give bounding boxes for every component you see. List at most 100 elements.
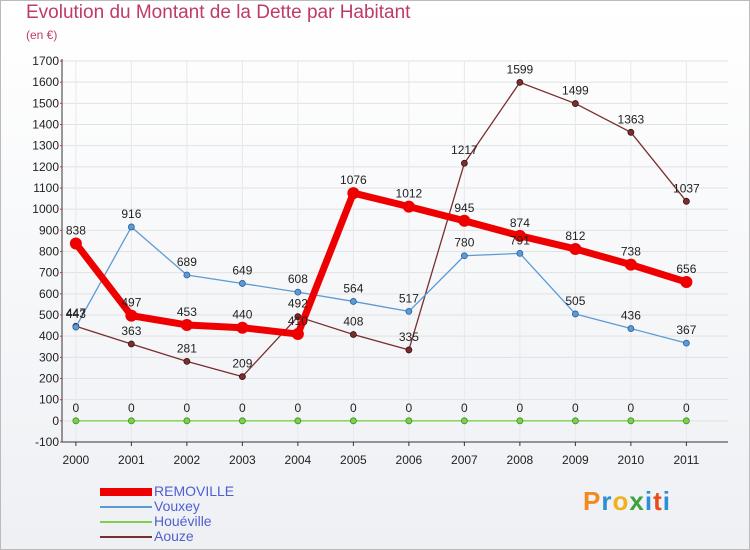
data-label-houeville: 0 — [350, 401, 357, 415]
data-point-houeville — [571, 417, 579, 425]
legend-label-removille: REMOVILLE — [154, 483, 235, 499]
y-tick-label: 100 — [39, 393, 59, 407]
data-point-removille — [236, 321, 249, 334]
logo-letter: i — [662, 486, 671, 516]
x-tick-label: 2004 — [285, 453, 312, 467]
data-point-aouze — [460, 159, 468, 167]
x-tick-label: 2007 — [451, 453, 478, 467]
data-label-aouze: 1217 — [451, 143, 478, 157]
data-point-houeville — [294, 417, 302, 425]
data-point-aouze — [349, 331, 357, 338]
logo-letter: r — [601, 486, 613, 516]
data-label-removille: 453 — [177, 305, 197, 319]
data-label-removille: 1076 — [340, 173, 367, 187]
y-tick-label: 1200 — [32, 160, 59, 174]
data-label-aouze: 335 — [399, 330, 419, 344]
series-line-vouxey — [75, 226, 688, 344]
data-label-aouze: 1363 — [618, 112, 645, 126]
y-tick-label: 1300 — [32, 139, 59, 153]
data-label-houeville: 0 — [406, 401, 413, 415]
data-point-vouxey — [349, 298, 357, 305]
y-tick-label: 700 — [39, 266, 59, 280]
data-point-removille — [180, 318, 193, 331]
y-tick-label: 1100 — [33, 181, 59, 195]
data-point-houeville — [627, 417, 635, 425]
x-tick-label: 2008 — [507, 453, 534, 467]
data-point-vouxey — [127, 223, 135, 231]
logo-letter: t — [653, 486, 663, 516]
data-point-removille — [513, 229, 526, 242]
data-point-vouxey — [294, 288, 302, 296]
data-label-aouze: 1599 — [507, 62, 534, 76]
data-label-houeville: 0 — [239, 401, 246, 415]
x-tick-label: 2003 — [229, 453, 256, 467]
data-label-houeville: 0 — [184, 401, 191, 415]
data-label-aouze: 281 — [177, 341, 197, 355]
data-label-removille: 738 — [621, 245, 641, 259]
x-tick-label: 2009 — [562, 453, 589, 467]
data-point-vouxey — [516, 250, 524, 257]
data-label-removille: 440 — [232, 308, 252, 322]
y-tick-label: 300 — [39, 350, 59, 364]
data-label-vouxey: 564 — [343, 281, 363, 295]
logo-letter: i — [644, 486, 654, 516]
data-point-removille — [291, 328, 304, 341]
data-point-vouxey — [682, 339, 690, 347]
data-point-vouxey — [238, 280, 246, 287]
y-tick-label: 500 — [39, 308, 59, 322]
data-point-aouze — [571, 100, 579, 107]
series-line-aouze — [75, 81, 688, 378]
data-point-removille — [624, 258, 637, 271]
y-tick-label: 200 — [39, 372, 59, 386]
data-label-removille: 945 — [454, 201, 474, 215]
data-point-houeville — [183, 417, 191, 425]
data-label-removille: 656 — [676, 262, 696, 276]
data-label-vouxey: 367 — [676, 323, 696, 337]
logo-letter: P — [583, 486, 602, 516]
data-label-vouxey: 443 — [66, 307, 86, 321]
y-tick-label: 1600 — [32, 75, 59, 89]
legend-label-vouxey: Vouxey — [154, 498, 200, 514]
data-point-removille — [680, 275, 693, 288]
data-label-vouxey: 505 — [565, 294, 585, 308]
data-point-aouze — [294, 313, 302, 321]
data-label-vouxey: 916 — [121, 207, 141, 221]
x-tick-label: 2002 — [174, 453, 201, 467]
data-point-vouxey — [627, 325, 635, 332]
data-label-aouze: 408 — [343, 314, 363, 328]
legend-label-aouze: Aouze — [154, 528, 194, 544]
data-label-houeville: 0 — [683, 401, 690, 415]
data-label-houeville: 0 — [295, 401, 302, 415]
data-label-vouxey: 689 — [177, 255, 197, 269]
y-tick-label: 1700 — [32, 54, 59, 68]
legend-swatch-removille — [100, 488, 152, 496]
data-label-aouze: 363 — [121, 324, 141, 338]
y-tick-label: 1400 — [32, 118, 59, 132]
y-tick-label: 1000 — [32, 202, 59, 216]
data-point-houeville — [238, 417, 246, 425]
data-label-aouze: 447 — [66, 306, 86, 320]
chart-subtitle: (en €) — [26, 28, 58, 42]
data-point-houeville — [682, 417, 690, 425]
data-label-aouze: 1499 — [562, 84, 589, 98]
data-point-houeville — [127, 417, 135, 425]
data-label-removille: 497 — [121, 296, 141, 310]
data-label-vouxey: 791 — [510, 233, 530, 247]
legend-swatch-aouze — [100, 536, 152, 538]
data-point-removille — [125, 309, 138, 322]
data-label-vouxey: 517 — [399, 291, 419, 305]
data-label-vouxey: 780 — [454, 236, 474, 250]
x-tick-label: 2005 — [340, 453, 367, 467]
data-point-aouze — [238, 373, 246, 380]
data-label-houeville: 0 — [461, 401, 468, 415]
data-point-aouze — [127, 340, 135, 348]
data-point-houeville — [516, 417, 524, 425]
data-point-removille — [69, 237, 82, 250]
logo-letter: o — [612, 486, 630, 516]
data-point-removille — [347, 187, 360, 200]
data-label-removille: 1012 — [396, 187, 423, 201]
data-label-houeville: 0 — [128, 401, 135, 415]
data-point-vouxey — [460, 252, 468, 260]
